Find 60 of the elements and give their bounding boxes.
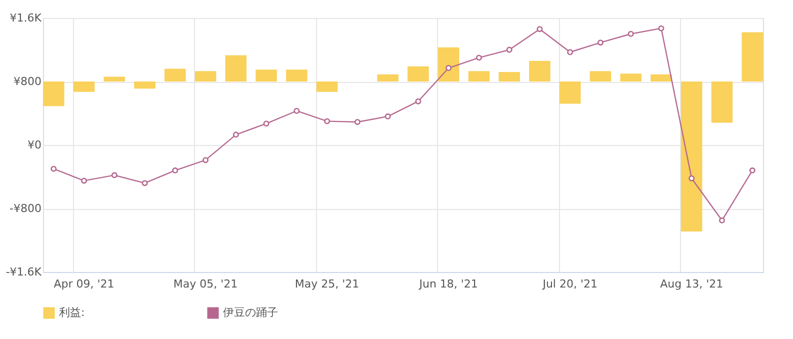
x-tick-label: Aug 13, '21 [660,278,724,290]
bar [559,82,581,104]
bar [104,76,126,82]
x-tick-label: May 25, '21 [294,278,360,290]
bar [590,71,612,82]
point [384,113,391,120]
point [232,132,239,138]
bar [742,32,763,82]
bar [680,82,702,232]
point [263,120,270,127]
y-tick-label: -¥800 [10,202,42,215]
bar [529,60,550,82]
point [718,217,725,224]
x-tick-label: May 05, '21 [173,278,238,290]
point [446,65,452,71]
point [506,46,512,53]
bar [711,82,733,123]
x-tick-label: Jun 18, '21 [418,278,478,290]
point [202,157,209,164]
point [688,175,695,182]
bar [286,70,308,82]
bar [408,66,429,82]
bar [225,55,247,82]
point [294,108,300,114]
point [567,49,574,56]
point [628,30,634,37]
bar [194,71,216,82]
y-tick-label: -¥1.6K [6,266,42,278]
point [749,167,756,174]
x-tick-label: Apr 09, '21 [54,278,114,290]
point [536,26,543,32]
point [324,118,330,124]
bar [256,70,277,82]
point [354,118,360,125]
bar [316,82,338,92]
y-tick-label: ¥0 [28,138,42,152]
y-tick-label: ¥800 [14,75,42,88]
point [658,25,664,32]
point [476,54,482,61]
legend-label: 利益: [59,306,85,319]
bar [620,74,642,82]
bar [468,71,490,82]
x-tick-label: Jul 20, '21 [542,278,598,290]
bar [164,68,186,82]
point [142,180,148,186]
point [597,40,604,46]
point [50,166,57,172]
bar [650,74,672,82]
bar [134,82,156,89]
bar [73,82,95,92]
point [415,98,422,104]
bar [498,72,520,82]
point [111,172,118,178]
point [172,167,178,174]
bar [438,47,460,82]
bar [43,82,64,106]
bar [377,74,398,82]
y-tick-label: ¥1.6K [10,12,42,24]
point [81,178,88,184]
legend-label: 伊豆の踊子 [223,306,278,319]
